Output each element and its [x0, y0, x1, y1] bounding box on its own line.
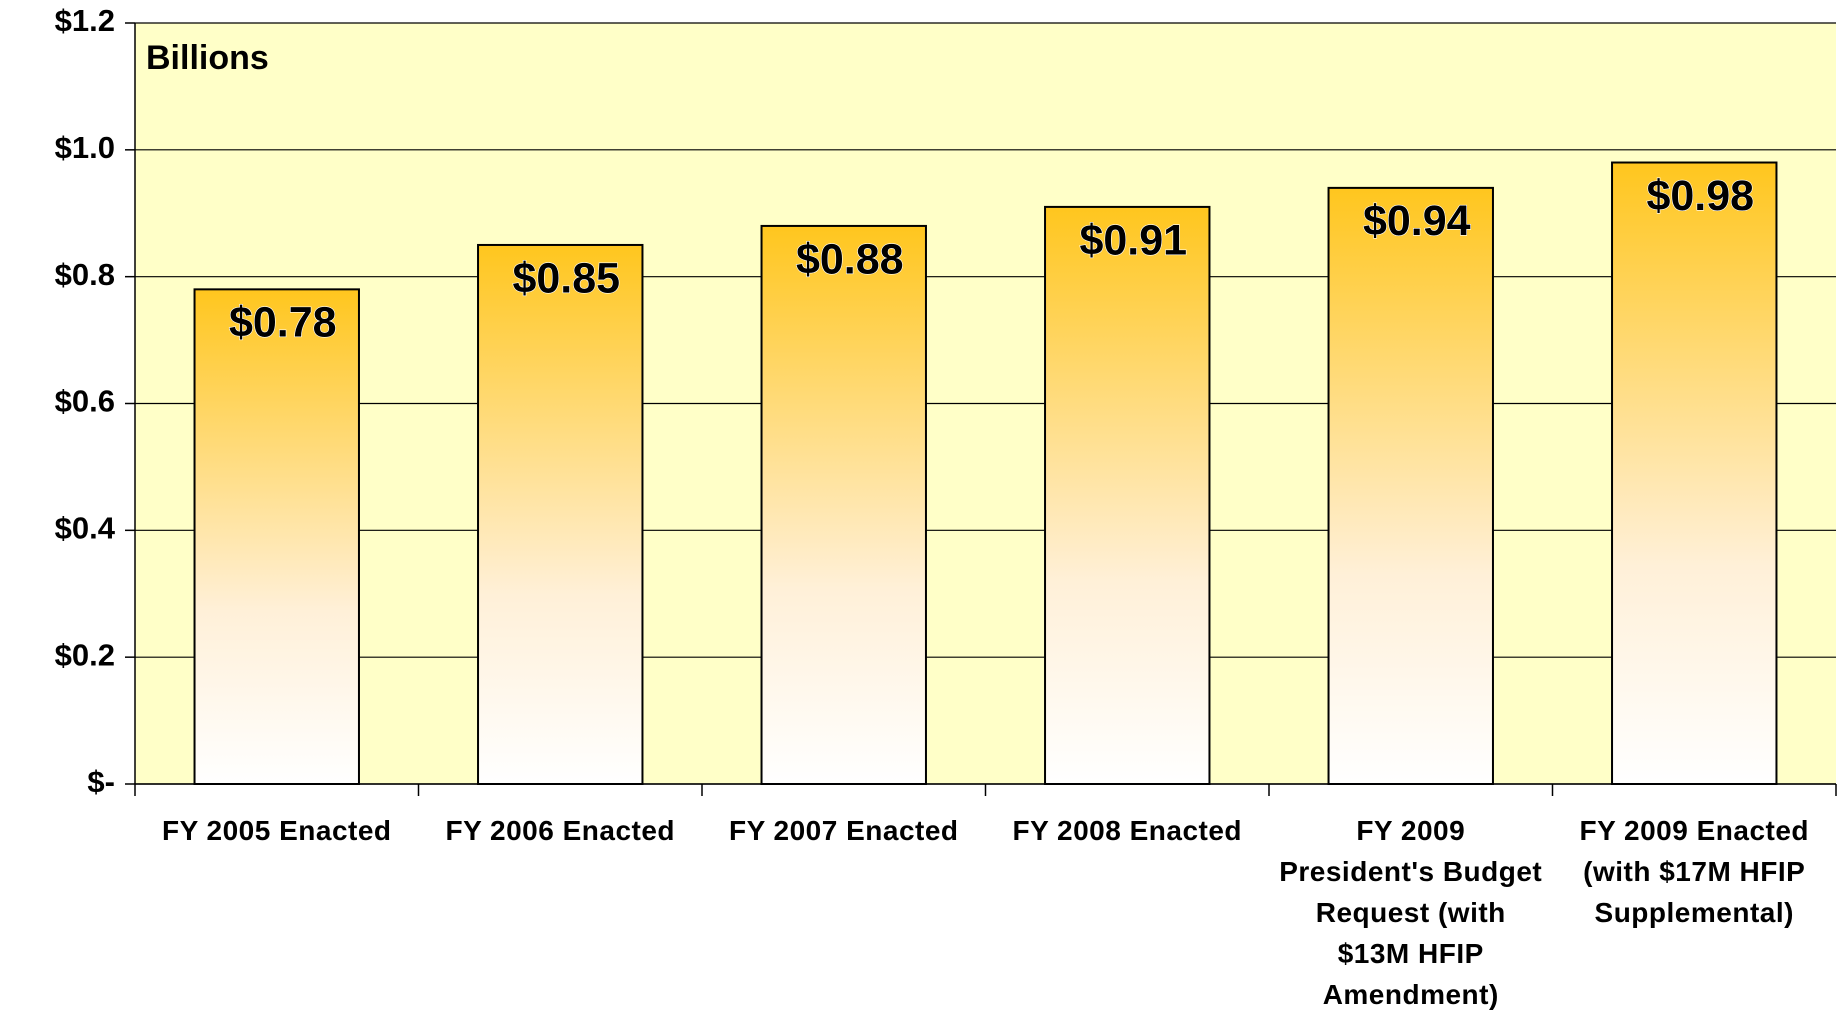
value-label: $0.85 — [512, 254, 620, 302]
value-label: $0.91 — [1079, 216, 1187, 264]
y-tick-label: $0.6 — [55, 384, 115, 419]
x-tick-label: FY 2008 Enacted — [1012, 815, 1243, 846]
y-tick-label: $1.0 — [55, 130, 115, 165]
x-tick-label: FY 2009 Enacted (with $17M HFIP Suppleme… — [1579, 815, 1810, 928]
bar — [1611, 161, 1778, 785]
value-label: $0.94 — [1363, 197, 1471, 245]
annotation: Billions — [146, 39, 269, 77]
bar — [477, 243, 644, 786]
x-tick-label: FY 2005 Enacted — [161, 815, 392, 846]
value-label: $0.98 — [1646, 172, 1754, 220]
y-tick-label: $1.2 — [55, 3, 115, 38]
bar — [760, 224, 927, 785]
bar — [1044, 205, 1211, 786]
x-tick-label: FY 2009 President's Budget Request (with… — [1279, 815, 1543, 1010]
value-label: $0.88 — [796, 235, 904, 283]
y-tick-label: $0.4 — [55, 511, 116, 546]
bar — [193, 288, 360, 785]
x-tick-label: FY 2007 Enacted — [728, 815, 959, 846]
x-tick-label: FY 2006 Enacted — [445, 815, 676, 846]
y-tick-label: $0.2 — [55, 637, 115, 672]
bar — [1327, 186, 1494, 785]
y-tick-label: $0.8 — [55, 257, 115, 292]
y-tick-label: $- — [87, 764, 115, 799]
value-label: $0.78 — [229, 299, 337, 347]
